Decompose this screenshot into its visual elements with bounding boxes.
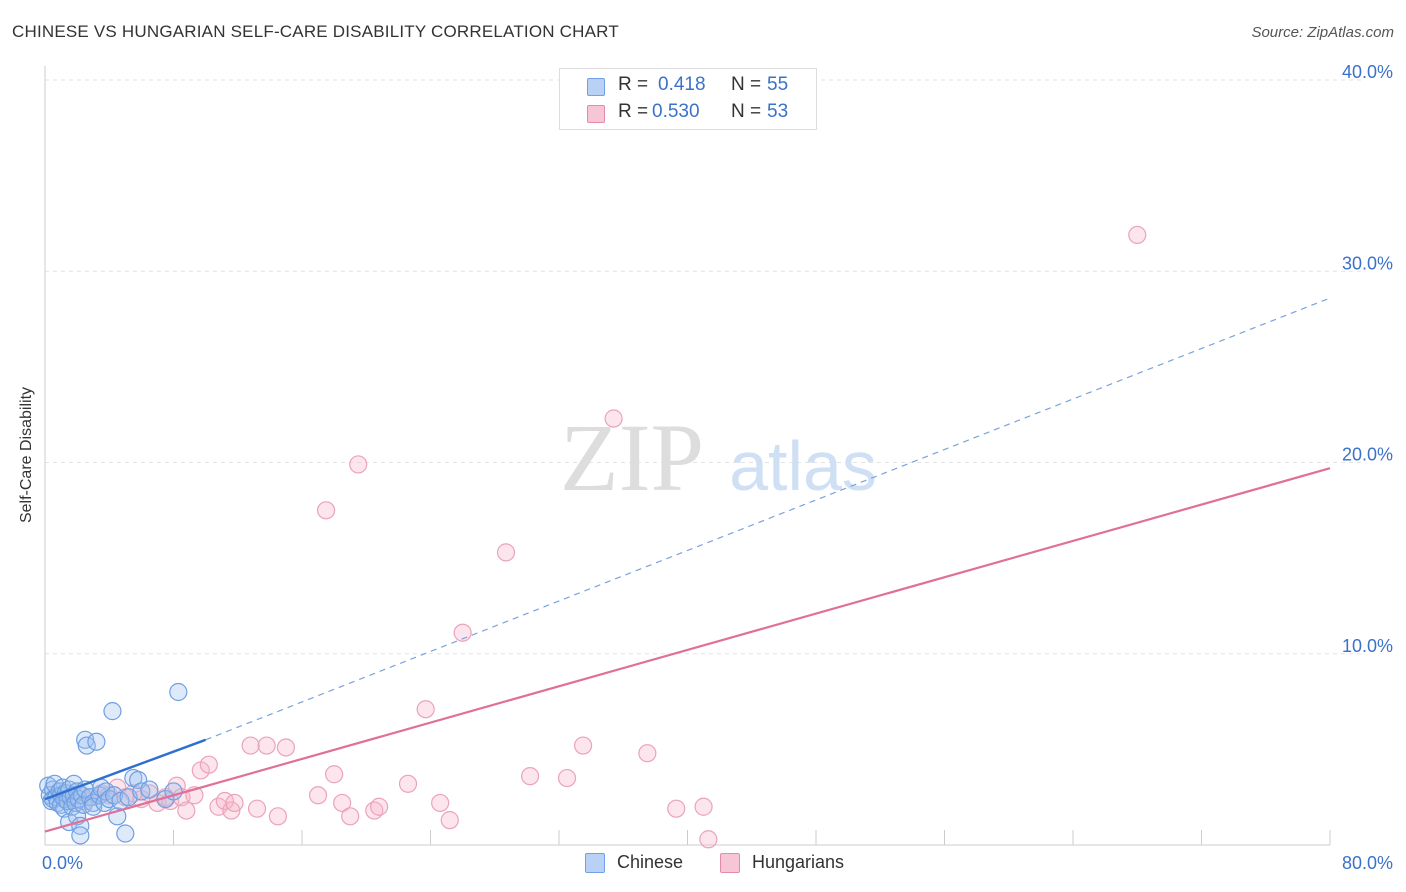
n-label: N = — [731, 101, 762, 122]
y-tick-label: 10.0% — [1342, 636, 1393, 656]
hungarians-points — [51, 225, 1147, 849]
y-tick-label: 30.0% — [1342, 253, 1393, 273]
stats-legend: R = 0.418 N = 55 R = 0.530 N = 53 — [559, 68, 817, 130]
hungarians-point — [431, 793, 450, 813]
hungarians-point — [520, 767, 540, 786]
chinese-point — [140, 780, 159, 799]
trend-lines — [44, 297, 1331, 833]
hungarians-point — [440, 811, 459, 830]
x-tick-label: 80.0% — [1342, 853, 1393, 873]
stats-row-hungarians: R = 0.530 N = 53 — [560, 101, 816, 127]
hungarians-point — [1128, 225, 1147, 245]
hungarians-point — [416, 700, 435, 719]
watermark-atlas: atlas — [729, 427, 877, 505]
watermark-zip: ZIP — [560, 404, 704, 511]
hungarians-swatch — [587, 105, 605, 123]
y-tick-label: 20.0% — [1342, 445, 1393, 465]
hungarians-point — [496, 543, 516, 562]
legend-chinese-swatch — [585, 853, 605, 873]
source-label: Source: ZipAtlas.com — [1251, 24, 1394, 41]
r-value: 0.418 — [658, 74, 706, 95]
hungarians-point — [699, 830, 718, 849]
y-tick-label: 40.0% — [1342, 62, 1393, 82]
chinese-points — [39, 682, 188, 845]
chinese-point — [84, 797, 103, 816]
stats-row-chinese: R = 0.418 N = 55 — [560, 74, 816, 100]
n-label: N = — [731, 74, 762, 95]
x-tick-label: 0.0% — [42, 853, 83, 873]
chinese-point — [103, 702, 122, 721]
hungarians-point — [247, 799, 267, 818]
hungarians-point — [370, 797, 389, 816]
legend-hungarians-swatch — [720, 853, 740, 873]
chinese-swatch — [587, 78, 605, 96]
hungarians-point — [276, 738, 296, 757]
legend-hungarians-label: Hungarians — [752, 852, 845, 872]
chinese-point — [71, 826, 90, 845]
legend-chinese-label: Chinese — [617, 852, 684, 872]
chinese-trend-extension — [205, 297, 1331, 741]
hungarians-point — [199, 755, 218, 774]
axes — [44, 66, 1331, 846]
hungarians-point — [325, 765, 344, 784]
tick-labels: 10.0% 20.0% 30.0% 40.0% 0.0% 80.0% — [42, 62, 1393, 873]
chinese-point — [87, 732, 106, 751]
hungarians-point — [667, 799, 686, 818]
hungarians-point — [604, 409, 623, 428]
hungarians-trend-line — [44, 467, 1331, 833]
r-value: 0.530 — [652, 101, 700, 122]
grid-lines — [45, 79, 1365, 655]
hungarians-point — [268, 807, 288, 826]
hungarians-point — [638, 744, 657, 763]
hungarians-point — [557, 768, 577, 788]
hungarians-point — [341, 807, 360, 826]
hungarians-point — [333, 793, 352, 813]
r-label: R = — [618, 101, 649, 122]
hungarians-point — [257, 736, 276, 755]
chinese-point — [71, 816, 90, 835]
r-label: R = — [618, 74, 649, 95]
chart-title: CHINESE VS HUNGARIAN SELF-CARE DISABILIT… — [12, 22, 619, 41]
chinese-point — [169, 682, 188, 702]
chinese-point — [77, 736, 96, 755]
hungarians-point — [241, 736, 260, 755]
hungarians-point — [308, 786, 328, 805]
hungarians-point — [573, 736, 593, 755]
chinese-point — [116, 824, 135, 843]
hungarians-point — [225, 793, 244, 813]
hungarians-point — [349, 455, 368, 474]
hungarians-point — [694, 797, 713, 816]
hungarians-point — [177, 801, 196, 820]
n-value: 53 — [767, 101, 789, 122]
hungarians-point — [398, 774, 418, 793]
hungarians-point — [316, 501, 336, 520]
chinese-trend-line — [44, 738, 207, 801]
n-value: 55 — [767, 74, 789, 95]
